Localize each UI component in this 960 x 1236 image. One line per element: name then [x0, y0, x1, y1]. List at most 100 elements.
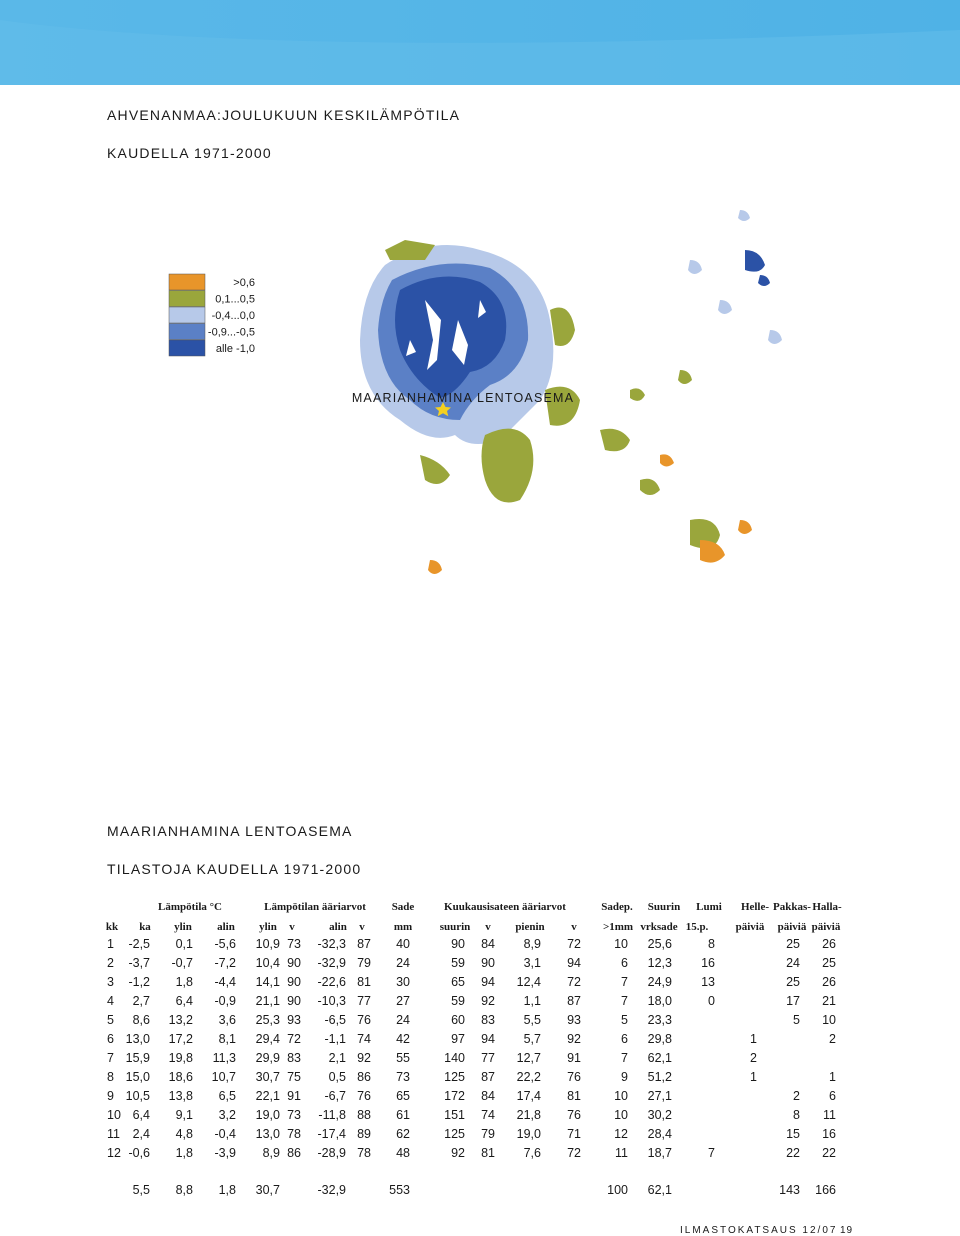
table-cell: -1,1	[324, 1032, 346, 1046]
table-cell: 26	[822, 937, 836, 951]
table-cell: 73	[396, 1070, 410, 1084]
table-cell: 73	[287, 937, 301, 951]
table-cell: 10,7	[212, 1070, 236, 1084]
table: Lämpötila °C Lämpötilan ääriarvot Sade Kuuk…	[106, 901, 842, 1197]
table-cell: 59	[451, 994, 465, 1008]
table-cell: 3,6	[219, 1013, 236, 1027]
table-cell: 92	[451, 1146, 465, 1160]
table-subtitle: TILASTOJA KAUDELLA 1971-2000	[107, 861, 361, 877]
table-cell: 12,3	[648, 956, 672, 970]
table-cell: 76	[357, 1089, 371, 1103]
table-cell: 1	[107, 937, 114, 951]
table-cell: 11	[107, 1127, 120, 1141]
table-cell: 553	[389, 1183, 410, 1197]
column-header: v	[289, 921, 295, 933]
legend-swatch	[168, 323, 206, 340]
table-cell: 1	[750, 1070, 757, 1084]
table-cell: 5,5	[133, 1183, 150, 1197]
table-cell: 14,1	[256, 975, 280, 989]
table-cell: 18,0	[648, 994, 672, 1008]
table-cell: 16	[822, 1127, 836, 1141]
table-cell: 55	[396, 1051, 410, 1065]
table-cell: 90	[287, 975, 301, 989]
table-cell: 76	[567, 1070, 581, 1084]
table-cell: 75	[287, 1070, 301, 1084]
table-cell: 125	[444, 1127, 465, 1141]
column-header: päiviä	[736, 921, 765, 933]
table-cell: 91	[287, 1089, 301, 1103]
table-cell: 8	[107, 1070, 114, 1084]
table-cell: 90	[481, 956, 495, 970]
legend: >0,6 0,1...0,5 -0,4...0,0 -0,9...-0,5 alle -…	[168, 273, 255, 357]
table-cell: 140	[444, 1051, 465, 1065]
table-cell: 1,8	[176, 975, 193, 989]
table-cell: 78	[357, 1146, 371, 1160]
legend-swatch	[168, 290, 206, 307]
table-cell: 0	[708, 994, 715, 1008]
table-cell: 12,7	[517, 1051, 541, 1065]
group-header: Lumi	[696, 901, 722, 913]
table-cell: 17,2	[169, 1032, 193, 1046]
table-cell: 11	[615, 1146, 628, 1160]
table-cell: 24	[396, 1013, 410, 1027]
table-cell: 172	[444, 1089, 465, 1103]
table-cell: 3	[107, 975, 114, 989]
table-cell: -0,6	[128, 1146, 150, 1160]
table-cell: 4	[107, 994, 114, 1008]
table-cell: 62	[396, 1127, 410, 1141]
table-cell: 7	[621, 994, 628, 1008]
column-header: päiviä	[812, 921, 841, 933]
column-header: v	[571, 921, 577, 933]
table-cell: 22,2	[517, 1070, 541, 1084]
table-cell: 21,8	[517, 1108, 541, 1122]
group-header: Lämpötilan ääriarvot	[264, 901, 366, 913]
table-cell: 8,6	[133, 1013, 150, 1027]
table-cell: -32,9	[318, 1183, 347, 1197]
legend-swatch	[168, 273, 206, 291]
column-header: v	[485, 921, 491, 933]
table-cell: -32,9	[318, 956, 347, 970]
table-cell: 42	[396, 1032, 410, 1046]
legend-label: alle -1,0	[216, 343, 255, 355]
table-cell: 15,9	[126, 1051, 150, 1065]
table-cell: 90	[451, 937, 465, 951]
table-cell: 7	[621, 1051, 628, 1065]
table-cell: 7	[107, 1051, 114, 1065]
column-header: päiviä	[778, 921, 807, 933]
column-header: mm	[394, 921, 412, 933]
table-cell: 7,6	[524, 1146, 541, 1160]
table-cell: 29,4	[256, 1032, 280, 1046]
table-cell: 94	[567, 956, 581, 970]
map-label: MAARIANHAMINA LENTOASEMA	[352, 391, 574, 405]
legend-label: 0,1...0,5	[215, 294, 255, 306]
table-cell: 25	[786, 937, 800, 951]
table-cell: -22,6	[318, 975, 347, 989]
table-cell: 30,7	[256, 1183, 280, 1197]
table-cell: 15	[786, 1127, 800, 1141]
table-cell: 24	[786, 956, 800, 970]
table-cell: 6	[829, 1089, 836, 1103]
group-header: Lämpötila °C	[158, 901, 222, 913]
table-cell: 24	[396, 956, 410, 970]
footer-page: 19	[840, 1225, 853, 1236]
table-cell: 79	[357, 956, 371, 970]
table-cell: 81	[481, 1146, 495, 1160]
table-cell: 74	[357, 1032, 371, 1046]
table-cell: 151	[444, 1108, 465, 1122]
table-cell: 10,5	[126, 1089, 150, 1103]
table-cell: 7	[708, 1146, 715, 1160]
table-cell: 2,4	[133, 1127, 150, 1141]
table-cell: 13,0	[256, 1127, 280, 1141]
table-cell: 83	[481, 1013, 495, 1027]
table-cell: 10	[107, 1108, 121, 1122]
table-cell: 65	[396, 1089, 410, 1103]
table-cell: 25	[786, 975, 800, 989]
table-cell: 19,0	[517, 1127, 541, 1141]
table-cell: 76	[567, 1108, 581, 1122]
table-cell: 1,8	[219, 1183, 236, 1197]
table-cell: 13,0	[126, 1032, 150, 1046]
table-cell: 100	[607, 1183, 628, 1197]
table-cell: 15,0	[126, 1070, 150, 1084]
table-cell: -1,2	[128, 975, 150, 989]
table-cell: 28,4	[648, 1127, 672, 1141]
